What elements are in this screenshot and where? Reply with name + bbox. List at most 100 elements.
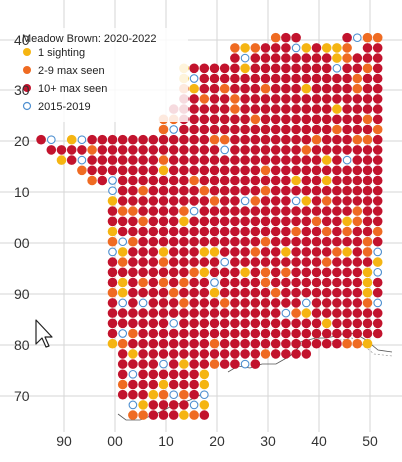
tetrad-dot — [332, 175, 342, 186]
tetrad-dot — [97, 134, 108, 145]
tetrad-dot — [107, 155, 118, 165]
tetrad-dot — [270, 32, 281, 43]
tetrad-dot — [250, 63, 261, 74]
tetrad-dot — [250, 175, 261, 186]
y-tick-label: 30 — [14, 82, 30, 98]
tetrad-dot — [362, 114, 373, 125]
tetrad-dot — [66, 145, 77, 155]
tetrad-dot — [260, 349, 271, 359]
tetrad-dot — [148, 389, 159, 400]
y-tick-label: 00 — [14, 235, 30, 251]
tetrad-dot — [321, 73, 332, 84]
tetrad-dot — [373, 247, 383, 257]
tetrad-dot — [291, 257, 301, 267]
tetrad-dot — [240, 155, 250, 165]
x-tick-label: 40 — [311, 433, 327, 449]
tetrad-dot — [321, 114, 332, 125]
tetrad-dot — [332, 63, 342, 73]
tetrad-dot — [281, 318, 291, 329]
tetrad-dot — [219, 114, 230, 125]
tetrad-dot — [189, 104, 199, 114]
tetrad-dot — [128, 226, 138, 237]
tetrad-dot — [230, 94, 240, 104]
tetrad-dot — [332, 114, 342, 125]
tetrad-dot — [117, 287, 128, 298]
tetrad-dot — [97, 175, 108, 186]
tetrad-dot — [372, 236, 383, 247]
tetrad-dot — [138, 318, 148, 329]
tetrad-dot — [97, 165, 108, 176]
tetrad-dot — [179, 287, 189, 298]
tetrad-dot — [362, 73, 373, 84]
tetrad-dot — [342, 165, 352, 176]
tetrad-dot — [189, 226, 199, 237]
tetrad-dot — [240, 206, 250, 216]
tetrad-dot — [179, 124, 189, 135]
tetrad-dot — [179, 400, 189, 410]
tetrad-dot — [168, 338, 179, 349]
tetrad-dot — [168, 206, 179, 216]
tetrad-dot — [148, 216, 159, 227]
tetrad-dot — [321, 308, 332, 318]
tetrad-dot — [260, 267, 271, 278]
tetrad-dot — [179, 175, 189, 186]
tetrad-dot — [332, 124, 342, 135]
tetrad-dot — [189, 287, 199, 298]
tetrad-dot — [311, 94, 322, 104]
tetrad-dot — [189, 277, 199, 288]
tetrad-dot — [168, 369, 179, 380]
tetrad-dot — [56, 145, 67, 155]
tetrad-dot — [362, 83, 373, 94]
tetrad-dot — [311, 165, 322, 176]
tetrad-dot — [301, 196, 312, 206]
tetrad-dot — [148, 145, 159, 155]
legend-label: 1 sighting — [38, 47, 85, 59]
tetrad-dot — [250, 155, 261, 165]
legend-label: 2-9 max seen — [38, 65, 105, 77]
tetrad-dot — [362, 206, 373, 216]
tetrad-dot — [107, 287, 118, 298]
tetrad-dot — [219, 196, 230, 206]
tetrad-dot — [168, 267, 179, 278]
tetrad-dot — [250, 247, 261, 257]
tetrad-dot — [270, 257, 281, 267]
tetrad-dot — [342, 206, 352, 216]
legend-swatch — [23, 66, 31, 74]
tetrad-dot — [159, 359, 168, 369]
tetrad-dot — [250, 53, 261, 63]
tetrad-dot — [260, 73, 271, 84]
tetrad-dot — [168, 400, 179, 410]
tetrad-dot — [342, 247, 352, 257]
tetrad-dot — [311, 145, 322, 155]
tetrad-dot — [138, 338, 148, 349]
tetrad-dot — [87, 175, 97, 186]
tetrad-dot — [281, 165, 291, 176]
tetrad-dot — [148, 308, 159, 318]
tetrad-dot — [372, 134, 383, 145]
x-axis-ticks: 90 00 10 20 30 40 50 — [56, 433, 378, 449]
tetrad-dot — [219, 73, 230, 84]
tetrad-dot — [189, 74, 199, 83]
tetrad-dot — [342, 216, 352, 227]
tetrad-dot — [128, 389, 138, 400]
tetrad-dot — [199, 226, 210, 237]
tetrad-dot — [342, 287, 352, 298]
tetrad-dot — [210, 278, 219, 287]
tetrad-dot — [270, 236, 281, 247]
tetrad-dot — [352, 277, 363, 288]
tetrad-dot — [332, 155, 342, 165]
tetrad-dot — [209, 318, 220, 329]
tetrad-dot — [362, 63, 373, 74]
tetrad-dot — [107, 277, 118, 288]
tetrad-dot — [230, 73, 240, 84]
tetrad-dot — [107, 206, 118, 216]
tetrad-dot — [250, 196, 261, 206]
tetrad-dot — [230, 206, 240, 216]
tetrad-dot — [311, 155, 322, 165]
tetrad-dot — [311, 124, 322, 135]
tetrad-dot — [291, 165, 301, 176]
tetrad-dot — [270, 165, 281, 176]
tetrad-dot — [219, 124, 230, 135]
tetrad-dot — [56, 155, 67, 165]
tetrad-dot — [87, 145, 97, 155]
